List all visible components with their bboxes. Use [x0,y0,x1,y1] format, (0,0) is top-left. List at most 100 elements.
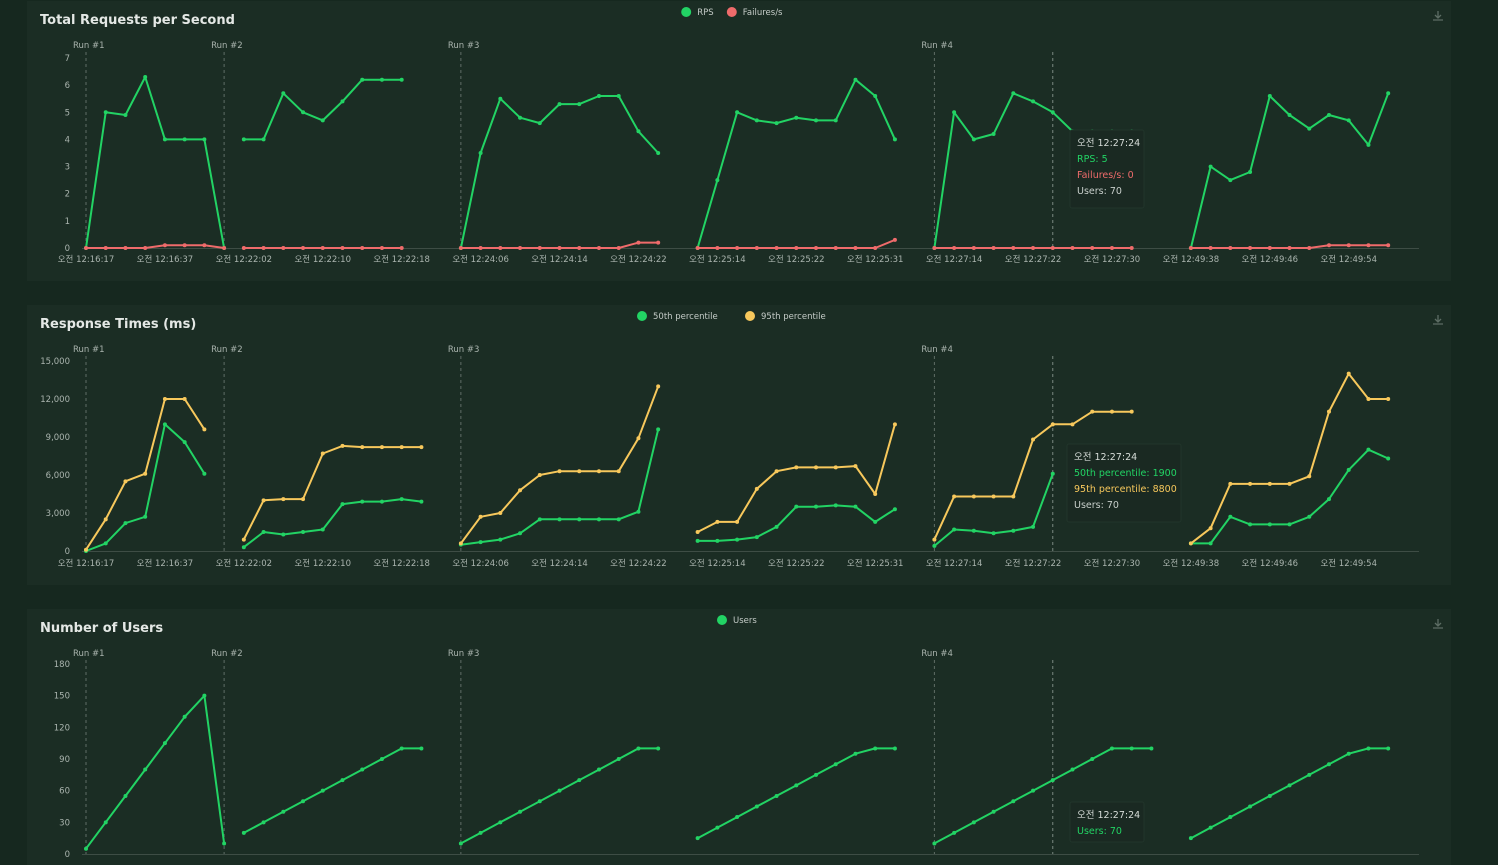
data-point [636,746,641,751]
data-point [143,514,148,519]
data-point [853,77,858,82]
run-label: Run #1 [73,41,105,51]
data-point [833,246,838,250]
data-point [182,243,187,248]
run-label: Run #3 [448,41,480,51]
data-point [458,541,463,546]
data-point [340,778,345,783]
download-icon[interactable] [1431,313,1445,327]
data-point [892,746,897,751]
data-point [616,469,621,474]
x-tick-label: 오전 12:16:17 [58,558,115,569]
y-tick-label: 180 [54,660,70,670]
y-tick-label: 150 [54,692,70,702]
data-point [1011,246,1016,250]
legend-marker [681,7,692,17]
data-point [222,246,227,250]
download-icon[interactable] [1431,617,1445,631]
data-point [320,527,325,532]
chart-tooltip: 오전 12:27:24 Users: 70 [1069,801,1145,843]
data-point [143,75,148,79]
data-point [991,494,996,499]
x-tick-label: 오전 12:25:22 [768,558,825,569]
x-tick-label: 오전 12:24:06 [452,558,509,569]
data-point [892,422,897,427]
data-point [814,465,819,470]
data-point [162,137,167,142]
data-point [301,497,306,502]
data-point [754,486,759,491]
data-point [1326,243,1331,248]
data-point [1208,164,1213,169]
data-point [1386,91,1391,96]
users-chart-title: Number of Users [40,621,164,636]
data-point [281,532,286,537]
data-point [616,757,621,761]
x-tick-label: 오전 12:25:22 [768,254,825,265]
data-point [794,783,799,788]
data-point [399,746,404,751]
tooltip-line: 50th percentile: 1900 [1074,468,1177,479]
data-point [84,846,88,851]
data-point [1011,799,1016,804]
data-point [1050,471,1055,476]
data-point [162,397,167,401]
data-point [932,537,937,542]
data-point [557,788,562,793]
data-point [873,246,878,250]
y-tick-label: 4 [65,135,70,145]
data-point [419,746,424,751]
data-point [1287,783,1292,788]
data-point [636,129,641,134]
data-point [123,521,128,526]
y-tick-label: 12,000 [40,395,70,405]
data-point [952,110,957,115]
series-line [1190,448,1389,545]
data-point [1208,541,1213,546]
data-point [596,767,601,772]
data-point [458,841,463,846]
data-point [1050,110,1055,115]
series-line [933,747,1152,845]
data-point [1109,746,1114,751]
x-tick-label: 오전 12:22:18 [373,254,430,265]
legend-label: RPS [697,8,713,18]
tooltip-box [1066,443,1182,523]
data-point [1109,409,1114,414]
download-icon[interactable] [1431,9,1445,23]
data-point [301,110,306,115]
tooltip-box [1069,801,1145,843]
run-label: Run #2 [211,41,243,51]
y-tick-label: 2 [65,190,70,200]
data-point [241,246,246,250]
run-label: Run #4 [921,345,953,355]
data-point [162,422,167,427]
data-point [656,384,661,389]
data-point [577,246,582,250]
x-tick-label: 오전 12:24:22 [610,254,667,265]
data-point [794,504,799,509]
data-point [320,118,325,123]
data-point [1050,778,1055,783]
data-point [1129,246,1134,250]
x-tick-label: 오전 12:25:14 [689,254,746,265]
data-point [498,537,503,542]
run-label: Run #3 [448,649,480,659]
tooltip-line: Users: 70 [1077,186,1122,197]
data-point [360,499,365,504]
data-point [123,793,128,798]
data-point [695,246,700,250]
data-point [1366,746,1371,751]
tooltip-time: 오전 12:27:24 [1074,452,1137,463]
data-point [577,778,582,783]
data-point [84,547,88,552]
data-point [754,804,759,809]
data-point [774,121,779,126]
data-point [577,102,582,107]
data-point [518,531,523,536]
y-tick-label: 9,000 [46,433,70,443]
data-point [735,519,740,524]
data-point [103,517,108,522]
data-point [202,137,207,142]
data-point [143,246,148,250]
